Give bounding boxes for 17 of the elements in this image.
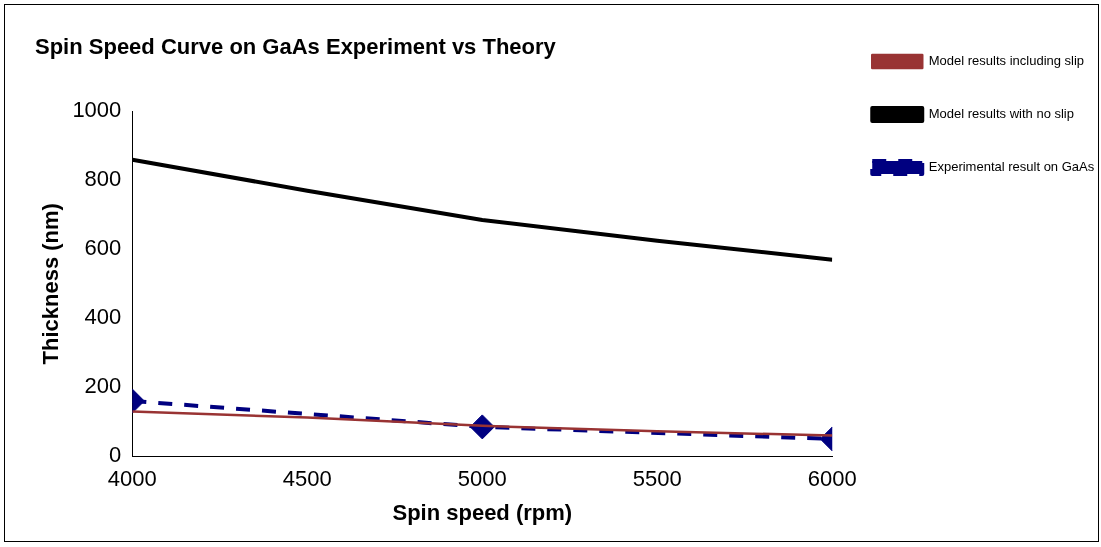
legend-label: Model results including slip [928, 53, 1085, 69]
y-axis-title: Thickness (nm) [38, 203, 64, 365]
y-tick-label: 1000 [72, 97, 122, 123]
x-tick-label: 5000 [457, 466, 507, 492]
legend-label: Experimental result on GaAs [928, 159, 1095, 175]
legend-label: Model results with no slip [928, 106, 1074, 122]
x-tick-label: 5500 [632, 466, 682, 492]
chart-title: Spin Speed Curve on GaAs Experiment vs Theory [35, 34, 557, 60]
y-tick-label: 400 [84, 304, 122, 330]
x-tick-label: 4500 [282, 466, 332, 492]
x-tick-label: 6000 [807, 466, 857, 492]
y-tick-label: 0 [109, 442, 122, 468]
y-tick-label: 800 [84, 166, 122, 192]
x-tick-label: 4000 [107, 466, 157, 492]
y-tick-label: 600 [84, 235, 122, 261]
y-tick-label: 200 [84, 373, 122, 399]
x-axis-title: Spin speed (rpm) [392, 499, 573, 525]
